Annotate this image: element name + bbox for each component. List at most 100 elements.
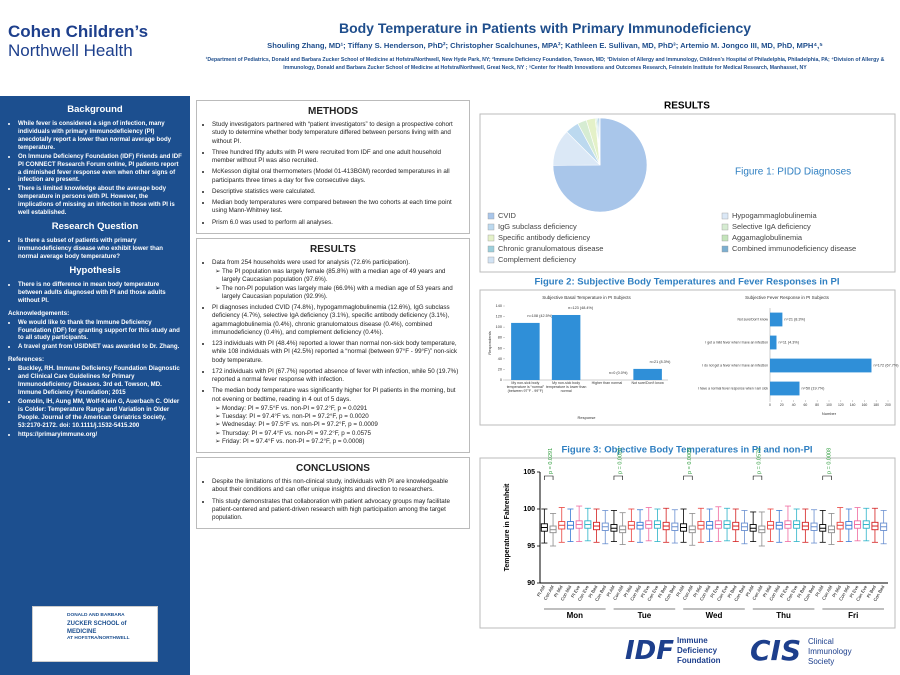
- x-tick-label: 140: [850, 403, 856, 407]
- figure-panel: [479, 289, 896, 426]
- section-heading: Research Question: [51, 221, 139, 233]
- x-tick-label: 180: [873, 403, 879, 407]
- results-figures: RESULTS Figure 1: PIDD Diagnoses Figure 2:…: [479, 101, 899, 629]
- label-box: My non-sick body temperature is “normal”…: [506, 381, 545, 394]
- bullet-item: We would like to thank the Immune Defici…: [18, 319, 182, 343]
- value-label: n=172 (67.7%): [873, 364, 899, 368]
- y-tick-label: 60: [498, 346, 502, 350]
- sub-item: The non-PI population was largely male (…: [222, 285, 463, 302]
- bullet-item: Despite the limitations of this non-clin…: [212, 478, 463, 495]
- bullet-item: Prism 6.0 was used to perform all analys…: [212, 219, 463, 227]
- series-label: PI AM: [606, 584, 616, 597]
- y-tick-label: 105: [523, 469, 535, 476]
- bullet-list: While fever is considered a sign of infe…: [8, 120, 182, 217]
- bullet-list: We would like to thank the Immune Defici…: [8, 319, 182, 352]
- sub-list: Monday: PI = 97.5°F vs. non-PI = 97.2°F,…: [212, 405, 463, 446]
- y-tick-label: 100: [496, 325, 502, 329]
- bullet-item: There is no difference in mean body temp…: [18, 281, 182, 305]
- series-label: PI Eve: [570, 584, 581, 598]
- section-heading: CONCLUSIONS: [296, 463, 370, 474]
- cis-text: Clinical Immunology Society: [808, 637, 852, 667]
- sub-item: Tuesday: PI = 97.4°F vs. non-PI = 97.2°F…: [222, 413, 463, 421]
- bullet-list: Buckley, RH. Immune Deficiency Foundatio…: [8, 365, 182, 438]
- label-box: Not sure/Don’t know: [631, 381, 664, 385]
- bullet-item: Three hundred fifty adults with PI were …: [212, 149, 463, 166]
- logo-text: Deficiency: [677, 646, 718, 655]
- x-tick-label: 0: [769, 403, 771, 407]
- y-tick-label: 95: [527, 543, 535, 550]
- logo-text: Immunology: [808, 647, 852, 656]
- x-tick-label: Mon: [567, 611, 584, 620]
- category-label: Higher than normal: [591, 381, 623, 385]
- section-heading: RESULTS: [310, 243, 356, 255]
- figure-caption: Figure 1: PIDD Diagnoses: [735, 167, 851, 178]
- axis-title: Respondents: [487, 331, 492, 355]
- section-heading: Acknowledgements:: [8, 309, 70, 317]
- series-label: PI Bed: [866, 584, 877, 599]
- y-tick-label: I get a mild fever when I have an infect…: [705, 340, 768, 344]
- label-box: Higher than normal: [591, 381, 623, 385]
- legend-swatch: [721, 223, 729, 231]
- y-tick-label: 40: [498, 357, 502, 361]
- annotation: p = 0.0020: [617, 448, 623, 474]
- y-tick-label: 100: [523, 506, 535, 513]
- series-label: PI AM: [814, 584, 824, 597]
- bullet-item: A travel grant from USIDNET was awarded …: [18, 343, 182, 351]
- sub-list: The PI population was largely female (85…: [212, 268, 463, 301]
- bar: [770, 381, 800, 396]
- x-tick-label: 200: [885, 403, 891, 407]
- category-label: Not sure/Don’t know: [631, 381, 664, 385]
- significance-bracket: [752, 475, 763, 480]
- x-tick-label: 60: [804, 403, 808, 407]
- legend-label: Complement deficiency: [498, 255, 576, 264]
- figure-caption: Figure 3: Objective Body Temperatures in…: [561, 445, 812, 456]
- annotation: p = 0.0291: [548, 448, 554, 474]
- sponsor-logos: IDF Immune Deficiency Foundation CIS Cli…: [625, 634, 895, 672]
- legend-swatch: [487, 223, 495, 231]
- affiliations: ¹Department of Pediatrics, Donald and Ba…: [205, 57, 885, 71]
- series-label: PI AM: [536, 584, 546, 597]
- bullet-list: Is there a subset of patients with prima…: [8, 237, 182, 261]
- x-tick-label: Tue: [638, 611, 652, 620]
- methods-section: METHODS Study investigators partnered wit…: [196, 100, 470, 234]
- y-tick-label: 20: [498, 367, 502, 371]
- logo-text: Society: [808, 657, 835, 666]
- x-tick-label: 40: [792, 403, 796, 407]
- series-label: PI Eve: [779, 584, 790, 598]
- logo: Cohen Children’s Northwell Health: [8, 22, 188, 60]
- series-label: PI Eve: [640, 584, 651, 598]
- x-tick-label: 100: [826, 403, 832, 407]
- annotation: p = 0.0008: [826, 448, 832, 474]
- bullet-item: Descriptive statistics were calculated.: [212, 188, 463, 196]
- legend-swatch: [487, 245, 495, 253]
- significance-bracket: [613, 475, 623, 480]
- series-label: PI Mid: [623, 584, 634, 598]
- value-label: n=21 (8.3%): [784, 318, 806, 322]
- x-tick-label: Thu: [776, 611, 791, 620]
- y-tick-label: Not sure/Don’t know: [737, 317, 768, 321]
- value-label: n=21 (8.3%): [650, 360, 672, 364]
- bullet-list: Study investigators partnered with “pati…: [203, 121, 463, 227]
- annotation: p = 0.0575: [757, 448, 763, 474]
- series-label: PI Eve: [709, 584, 720, 598]
- y-tick-label: 90: [527, 580, 535, 587]
- bullet-item: Gomolin, IH, Aung MM, Wolf-Klein G, Auer…: [18, 398, 182, 430]
- series-label: PI Mid: [831, 584, 842, 598]
- section-heading: Hypothesis: [69, 264, 121, 276]
- category-label: My non-sick body temperature is “normal”…: [506, 381, 545, 394]
- section-heading: Background: [67, 104, 123, 115]
- x-tick-label: Fri: [848, 611, 858, 620]
- sub-item: The PI population was largely female (85…: [222, 268, 463, 285]
- idf-logo: IDF: [625, 636, 675, 666]
- cis-logo: CIS: [750, 634, 802, 667]
- value-label: n=11 (4.3%): [778, 341, 799, 345]
- legend-label: Chronic granulomatous disease: [498, 244, 603, 253]
- logo-text: Northwell Health: [8, 41, 133, 60]
- middle-column: METHODS Study investigators partnered wit…: [196, 96, 470, 675]
- logo-text: DONALD AND BARBARA: [67, 613, 125, 618]
- poster-title: Body Temperature in Patients with Primar…: [338, 20, 752, 36]
- x-tick-label: 80: [815, 403, 819, 407]
- authors: Shouling Zhang, MD¹; Tiffany S. Henderso…: [267, 41, 823, 50]
- bar: [770, 312, 783, 327]
- results-section: RESULTS Data from 254 households were use…: [196, 237, 470, 453]
